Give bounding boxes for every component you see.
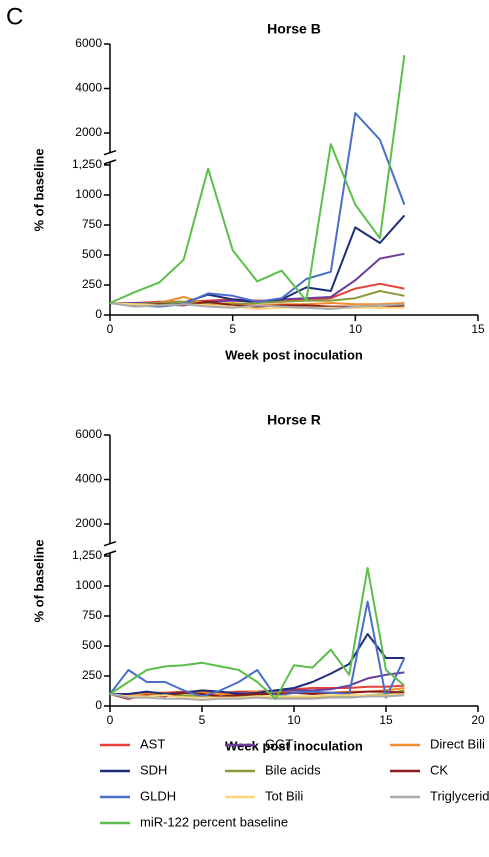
axis-break <box>103 550 117 556</box>
x-tick-label: 10 <box>287 713 301 727</box>
series-line <box>109 600 406 699</box>
y-tick-label: 1,250 <box>72 548 102 562</box>
series-line <box>109 54 406 304</box>
series-line <box>109 290 405 306</box>
x-axis-label: Week post inoculation <box>225 738 363 753</box>
series-line <box>110 252 405 304</box>
y-tick-label: 0 <box>95 307 102 321</box>
series-line <box>109 112 406 308</box>
x-tick-label: 10 <box>349 322 363 336</box>
axis-break <box>103 540 117 547</box>
series-line <box>109 302 405 310</box>
y-tick-label: 750 <box>82 217 102 231</box>
series-line <box>109 693 405 701</box>
x-tick-label: 5 <box>229 322 236 336</box>
panel-label: C <box>6 3 23 30</box>
y-tick-label: 750 <box>82 608 102 622</box>
y-tick-label: 1000 <box>75 187 102 201</box>
y-tick-label: 6000 <box>75 427 102 441</box>
series-line <box>110 282 405 304</box>
y-tick-label: 2000 <box>75 125 102 139</box>
x-tick-label: 0 <box>107 322 114 336</box>
series-line <box>109 693 405 699</box>
x-tick-label: 15 <box>379 713 393 727</box>
y-tick-label: 500 <box>82 247 102 261</box>
legend-label: miR-122 percent baseline <box>140 814 288 829</box>
chart-title: Horse R <box>267 412 321 428</box>
legend-label: AST <box>140 736 165 751</box>
y-tick-label: 1,250 <box>72 157 102 171</box>
y-axis-label: % of baseline <box>31 148 46 231</box>
y-axis-label: % of baseline <box>31 539 46 622</box>
x-tick-label: 20 <box>471 713 485 727</box>
chart-title: Horse B <box>267 21 321 37</box>
legend-label: CK <box>430 762 448 777</box>
series-line <box>109 214 406 307</box>
y-tick-label: 0 <box>95 698 102 712</box>
y-tick-label: 500 <box>82 638 102 652</box>
y-tick-label: 1000 <box>75 578 102 592</box>
x-axis-label: Week post inoculation <box>225 347 363 362</box>
y-tick-label: 250 <box>82 277 102 291</box>
axis-break <box>103 159 117 165</box>
legend-label: Tot Bili <box>265 788 303 803</box>
legend-label: GGT <box>265 736 293 751</box>
legend-label: Triglycerides <box>430 788 489 803</box>
series-line <box>110 633 405 695</box>
x-tick-label: 0 <box>107 713 114 727</box>
legend-label: GLDH <box>140 788 176 803</box>
legend-label: SDH <box>140 762 167 777</box>
axis-break <box>103 149 117 156</box>
y-tick-label: 250 <box>82 668 102 682</box>
y-tick-label: 4000 <box>75 81 102 95</box>
legend-label: Direct Bili <box>430 736 485 751</box>
x-tick-label: 15 <box>471 322 485 336</box>
x-tick-label: 5 <box>199 713 206 727</box>
y-tick-label: 2000 <box>75 516 102 530</box>
y-tick-label: 6000 <box>75 36 102 50</box>
series-line <box>109 567 406 700</box>
legend-label: Bile acids <box>265 762 321 777</box>
y-tick-label: 4000 <box>75 472 102 486</box>
